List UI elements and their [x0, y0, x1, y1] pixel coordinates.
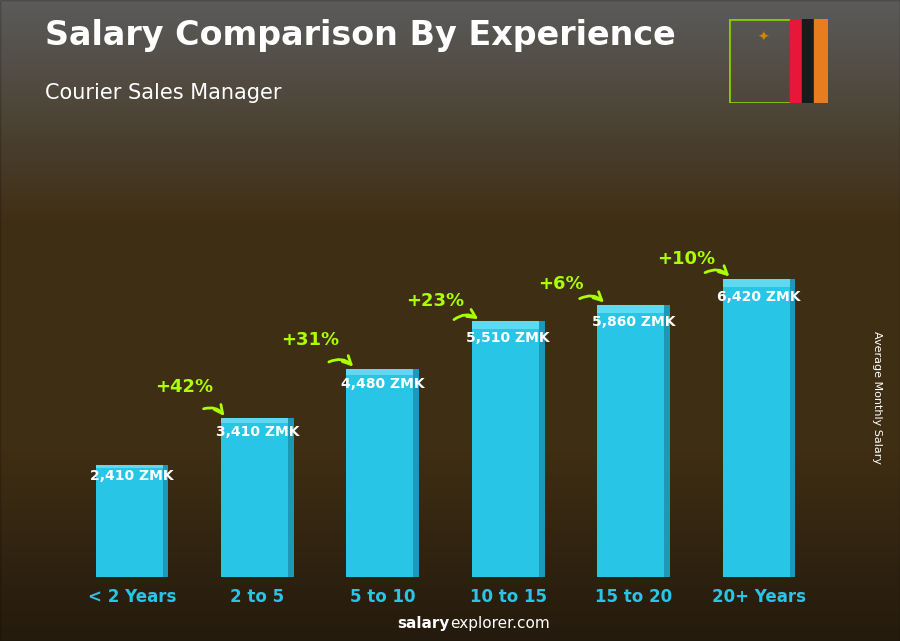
Bar: [288, 419, 293, 577]
Bar: [814, 19, 827, 103]
Bar: [163, 465, 168, 577]
Text: explorer.com: explorer.com: [450, 617, 550, 631]
Text: salary: salary: [398, 617, 450, 631]
Bar: [539, 321, 544, 577]
Text: 5,860 ZMK: 5,860 ZMK: [592, 315, 675, 329]
Bar: [723, 279, 796, 288]
Bar: [723, 279, 796, 577]
Bar: [598, 304, 670, 313]
Text: Salary Comparison By Experience: Salary Comparison By Experience: [45, 19, 676, 52]
Bar: [221, 419, 293, 577]
Text: +31%: +31%: [281, 331, 339, 349]
Bar: [598, 304, 670, 577]
Bar: [790, 19, 803, 103]
Text: 2,410 ZMK: 2,410 ZMK: [90, 469, 174, 483]
Bar: [95, 465, 168, 469]
Text: +42%: +42%: [156, 378, 213, 395]
Bar: [221, 419, 293, 423]
Text: +10%: +10%: [657, 250, 716, 268]
Text: Courier Sales Manager: Courier Sales Manager: [45, 83, 282, 103]
Text: 6,420 ZMK: 6,420 ZMK: [717, 290, 801, 304]
Text: ✦: ✦: [758, 31, 770, 45]
Text: 5,510 ZMK: 5,510 ZMK: [466, 331, 550, 345]
Bar: [346, 369, 419, 375]
Bar: [802, 19, 815, 103]
Text: +23%: +23%: [407, 292, 464, 310]
Bar: [95, 465, 168, 577]
Text: Average Monthly Salary: Average Monthly Salary: [872, 331, 883, 464]
Bar: [472, 321, 544, 577]
Text: +6%: +6%: [538, 276, 584, 294]
Bar: [346, 369, 419, 577]
Bar: [413, 369, 419, 577]
Bar: [789, 279, 796, 577]
Bar: [664, 304, 670, 577]
Text: 4,480 ZMK: 4,480 ZMK: [341, 377, 425, 391]
Bar: [472, 321, 544, 329]
Text: 3,410 ZMK: 3,410 ZMK: [216, 425, 299, 439]
